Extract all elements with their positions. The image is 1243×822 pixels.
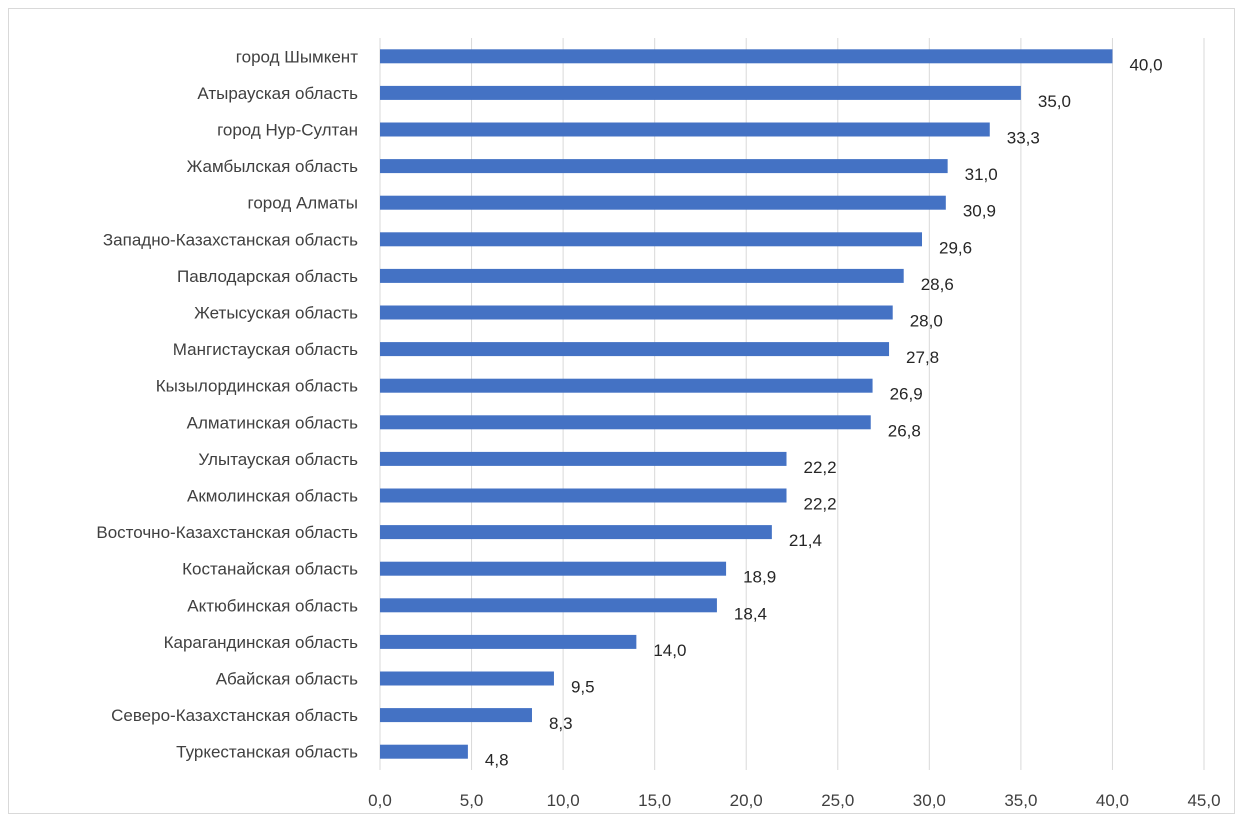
- bars: [380, 49, 1113, 759]
- bar: [380, 49, 1113, 64]
- category-label: город Шымкент: [236, 47, 358, 66]
- bar: [380, 634, 637, 649]
- data-label: 27,8: [906, 348, 939, 367]
- category-label: Жамбылская область: [187, 157, 358, 176]
- category-label: Восточно-Казахстанская область: [96, 523, 358, 542]
- data-label: 8,3: [549, 714, 573, 733]
- data-label: 9,5: [571, 678, 595, 697]
- data-label: 40,0: [1129, 55, 1162, 74]
- data-label: 18,9: [743, 568, 776, 587]
- category-label: Костанайская область: [182, 560, 358, 579]
- data-label: 28,0: [910, 312, 943, 331]
- bar: [380, 598, 717, 613]
- bar: [380, 525, 772, 540]
- data-label: 26,8: [888, 421, 921, 440]
- x-tick-label: 45,0: [1187, 791, 1220, 810]
- data-label: 28,6: [921, 275, 954, 294]
- x-tick-label: 30,0: [913, 791, 946, 810]
- bar: [380, 122, 990, 137]
- category-label: Мангистауская область: [173, 340, 358, 359]
- x-tick-label: 35,0: [1004, 791, 1037, 810]
- x-axis-tick-labels: 0,0 5,0 10,0 15,0 20,0 25,0 30,0 35,0 40,0 45,0: [368, 791, 1220, 810]
- data-labels: 40,0 35,0 33,3 31,0 30,9 29,6 28,6 28,0 27,8 26,9…: [485, 55, 1163, 769]
- category-label: Абайская область: [216, 670, 358, 689]
- bar: [380, 232, 923, 247]
- data-label: 30,9: [963, 202, 996, 221]
- bar: [380, 342, 890, 357]
- category-label: Жетысуская область: [194, 304, 358, 323]
- category-label: Улытауская область: [198, 450, 358, 469]
- x-tick-label: 15,0: [638, 791, 671, 810]
- bar: [380, 305, 893, 320]
- category-label: Карагандинская область: [164, 633, 359, 652]
- category-label: Атырауская область: [197, 84, 358, 103]
- x-tick-label: 20,0: [730, 791, 763, 810]
- bar: [380, 744, 468, 759]
- bar: [380, 561, 727, 576]
- data-label: 29,6: [939, 238, 972, 257]
- data-label: 26,9: [890, 385, 923, 404]
- category-label: Павлодарская область: [177, 267, 358, 286]
- data-label: 35,0: [1038, 92, 1071, 111]
- chart-area: [8, 8, 1235, 814]
- bar: [380, 268, 904, 283]
- data-label: 31,0: [965, 165, 998, 184]
- data-label: 14,0: [653, 641, 686, 660]
- x-tick-label: 40,0: [1096, 791, 1129, 810]
- bar: [380, 671, 554, 686]
- category-label: Туркестанская область: [176, 743, 358, 762]
- bar: [380, 415, 871, 430]
- x-tick-label: 0,0: [368, 791, 392, 810]
- bar: [380, 488, 787, 503]
- category-label: город Нур-Султан: [217, 121, 358, 140]
- x-tick-label: 10,0: [547, 791, 580, 810]
- bar: [380, 159, 948, 174]
- bar: [380, 708, 532, 723]
- data-label: 4,8: [485, 751, 509, 770]
- data-label: 21,4: [789, 531, 822, 550]
- data-label: 22,2: [804, 495, 837, 514]
- data-label: 22,2: [804, 458, 837, 477]
- data-label: 33,3: [1007, 129, 1040, 148]
- category-label: Алматинская область: [187, 413, 358, 432]
- bar: [380, 195, 946, 210]
- category-label: Актюбинская область: [187, 596, 358, 615]
- x-tick-label: 25,0: [821, 791, 854, 810]
- bar: [380, 85, 1021, 100]
- category-label: Западно-Казахстанская область: [103, 230, 358, 249]
- category-label: Акмолинская область: [187, 487, 358, 506]
- bar: [380, 378, 873, 393]
- data-label: 18,4: [734, 604, 767, 623]
- x-tick-label: 5,0: [460, 791, 484, 810]
- category-label: Северо-Казахстанская область: [111, 706, 358, 725]
- category-label: Кызылординская область: [156, 377, 358, 396]
- bar: [380, 451, 787, 466]
- category-label: город Алматы: [248, 194, 359, 213]
- gridlines: [379, 38, 1205, 770]
- category-labels: город Шымкент Атырауская область город Нур…: [96, 47, 358, 761]
